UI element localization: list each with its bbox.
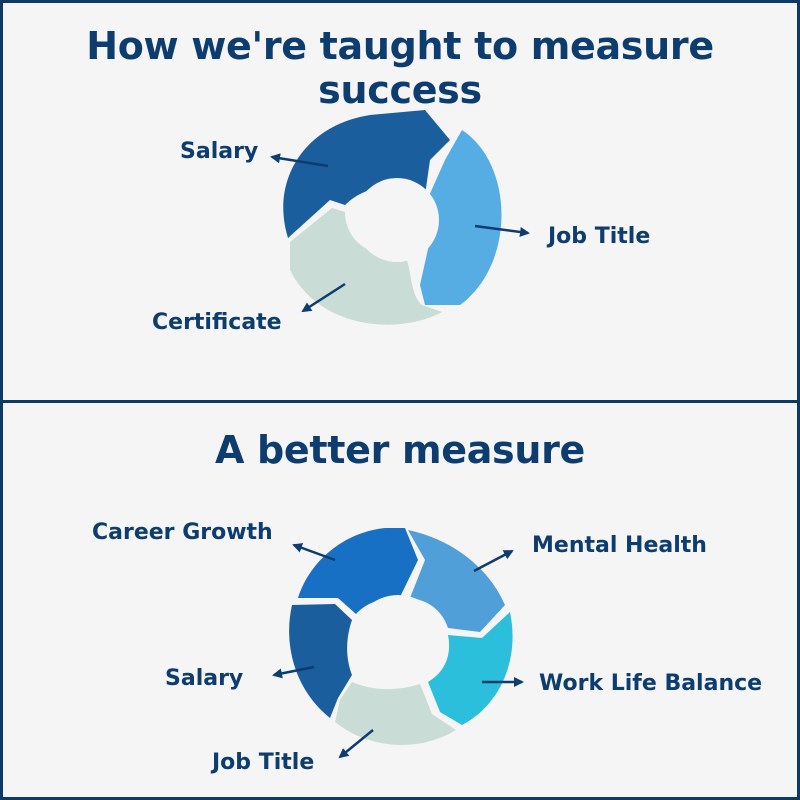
arrow-career-growth xyxy=(292,543,336,562)
arrow-job-title-bottom xyxy=(338,729,374,759)
label-work-life-balance: Work Life Balance xyxy=(539,671,762,696)
segment-salary-bottom xyxy=(289,604,352,718)
arrow-mental-health xyxy=(473,549,514,573)
arrow-salary xyxy=(270,153,329,168)
arrow-certificate xyxy=(301,282,346,313)
segment-career-growth xyxy=(298,528,418,614)
label-salary-bottom: Salary xyxy=(165,666,243,691)
panel-title-bottom: A better measure xyxy=(214,428,586,472)
label-salary: Salary xyxy=(180,139,258,164)
cycle-diagram-bottom: Career Growth Mental Health Work Life Ba… xyxy=(92,520,762,775)
label-mental-health: Mental Health xyxy=(532,533,707,558)
label-job-title: Job Title xyxy=(546,224,650,249)
segment-mental-health xyxy=(408,530,505,632)
label-career-growth: Career Growth xyxy=(92,520,273,545)
segment-salary xyxy=(283,110,450,238)
arrow-salary-bottom xyxy=(272,665,315,679)
panel-divider xyxy=(0,400,800,403)
segment-job-title-bottom xyxy=(335,682,456,745)
cycle-hole xyxy=(353,595,443,685)
arrow-job-title xyxy=(474,224,530,237)
label-certificate: Certificate xyxy=(152,310,282,335)
panel-title-top: How we're taught to measure success xyxy=(86,24,714,112)
label-job-title-bottom: Job Title xyxy=(210,750,314,775)
segment-job-title xyxy=(420,130,502,305)
cycle-hole xyxy=(355,178,439,262)
cycle-diagram-top: Salary Job Title Certificate xyxy=(152,110,650,335)
segment-work-life-balance xyxy=(428,612,513,725)
